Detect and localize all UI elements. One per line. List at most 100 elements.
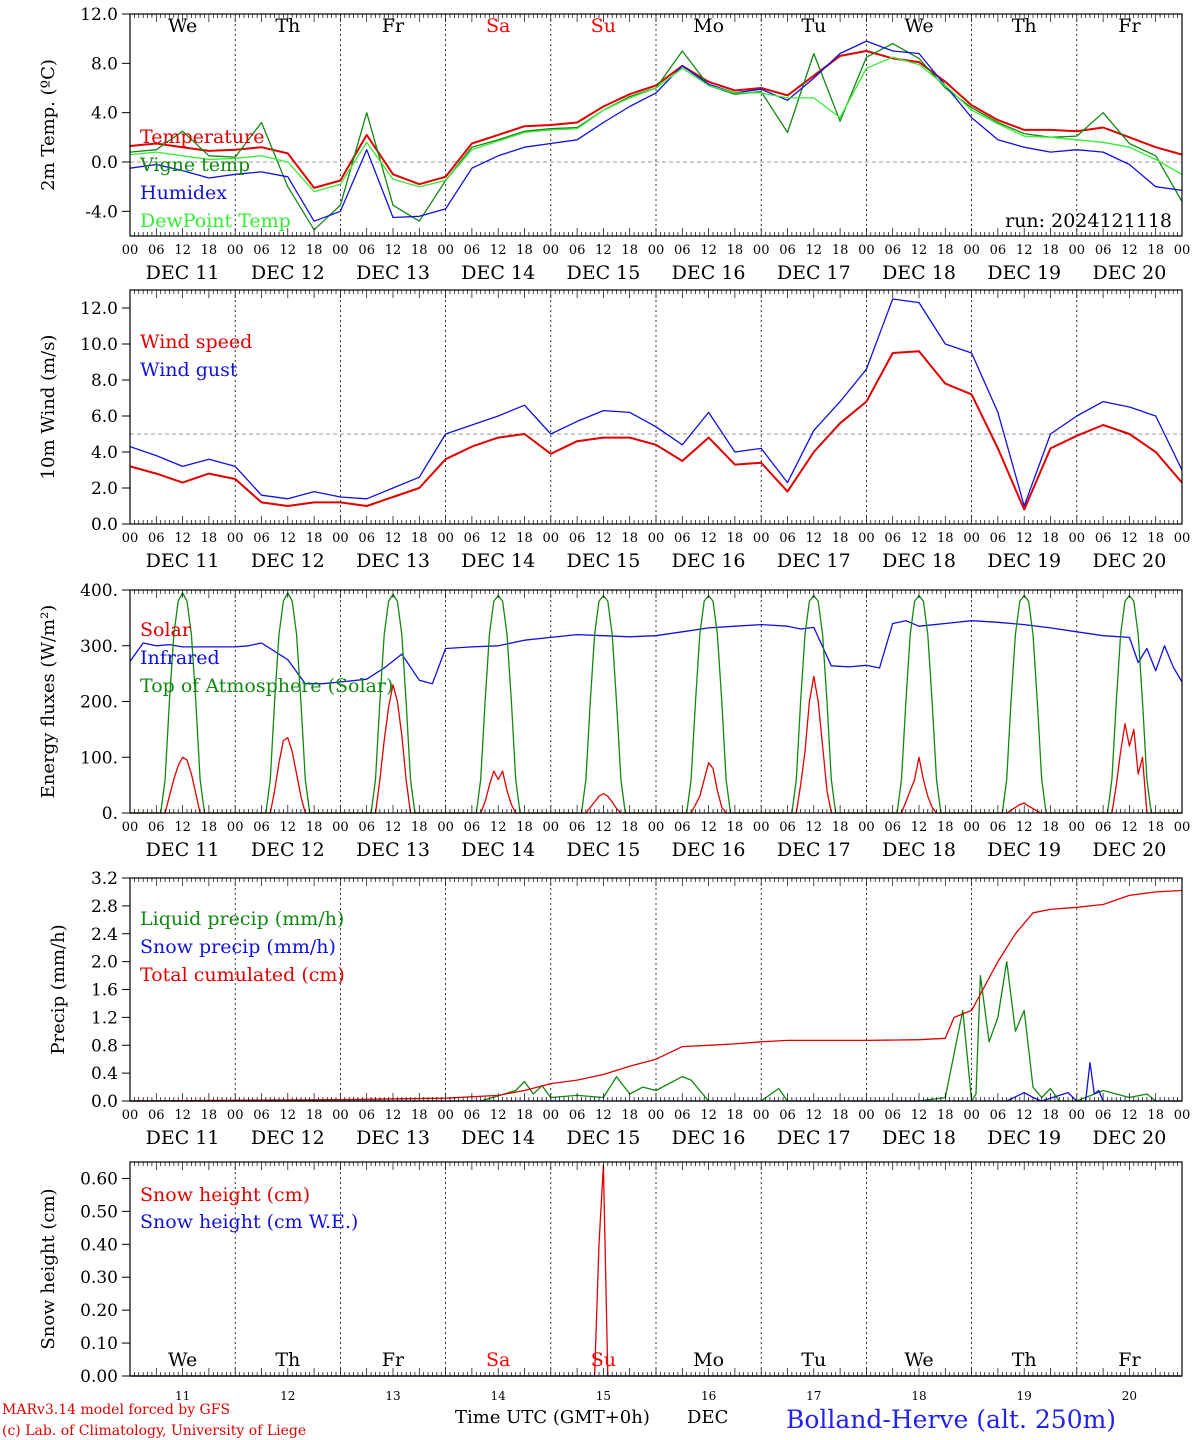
hour-tick-label: 00 xyxy=(227,243,244,258)
hour-tick-label: 06 xyxy=(990,243,1007,258)
panel-1: -4.0 0.0 4.0 8.0 12.0 2m Temp. (ºC) Temperatur… xyxy=(38,5,1190,284)
station-label: Bolland-Herve (alt. 250m) xyxy=(786,1405,1116,1434)
hour-tick-label: 18 xyxy=(832,1108,849,1123)
day-number-label: 12 xyxy=(280,1389,295,1403)
series-line-total-cumulated-cm- xyxy=(129,889,1183,1102)
hour-tick-label: 00 xyxy=(122,243,139,258)
day-date-label: DEC 12 xyxy=(251,839,325,861)
month-label: DEC xyxy=(687,1407,728,1428)
hour-tick-label: 18 xyxy=(937,531,954,546)
day-number-label: 15 xyxy=(596,1389,611,1403)
hour-tick-label: 06 xyxy=(148,243,165,258)
hour-tick-label: 12 xyxy=(174,820,191,835)
hour-tick-label: 00 xyxy=(1069,531,1086,546)
time-axis-label: Time UTC (GMT+0h) xyxy=(455,1407,650,1428)
day-date-label: DEC 16 xyxy=(672,550,746,572)
day-date-label: DEC 14 xyxy=(461,262,535,284)
legend-entry: Vigne temp xyxy=(139,154,250,176)
day-number-label: 17 xyxy=(806,1389,821,1403)
hour-tick-label: 06 xyxy=(674,531,691,546)
hour-tick-label: 12 xyxy=(806,1108,823,1123)
y-tick-label: 400. xyxy=(80,581,118,601)
day-date-label: DEC 11 xyxy=(146,262,220,284)
hour-tick-label: 06 xyxy=(253,243,270,258)
hour-tick-label: 00 xyxy=(753,531,770,546)
series-line-wind-gust xyxy=(129,298,1183,507)
day-date-label: DEC 19 xyxy=(987,839,1061,861)
day-number-label: 14 xyxy=(491,1389,507,1403)
hour-tick-label: 06 xyxy=(1095,1108,1112,1123)
day-date-label: DEC 17 xyxy=(777,1127,851,1149)
hour-tick-label: 18 xyxy=(1147,243,1164,258)
day-date-label: DEC 16 xyxy=(672,1127,746,1149)
day-date-label: DEC 15 xyxy=(566,839,640,861)
hour-tick-label: 00 xyxy=(332,243,349,258)
weekday-label: Sa xyxy=(486,15,510,37)
day-date-label: DEC 13 xyxy=(356,839,430,861)
hour-tick-label: 12 xyxy=(490,820,507,835)
hour-tick-label: 00 xyxy=(963,820,980,835)
hour-tick-label: 00 xyxy=(963,531,980,546)
hour-tick-label: 12 xyxy=(490,1108,507,1123)
day-date-label: DEC 15 xyxy=(566,1127,640,1149)
weekday-label: We xyxy=(904,1349,933,1371)
hour-tick-label: 00 xyxy=(1069,820,1086,835)
y-tick-label: 0.10 xyxy=(80,1334,118,1354)
day-date-label: DEC 13 xyxy=(356,1127,430,1149)
hour-tick-label: 00 xyxy=(543,820,560,835)
y-tick-label: 0.50 xyxy=(80,1202,118,1222)
hour-tick-label: 00 xyxy=(1174,531,1191,546)
legend-entry: Temperature xyxy=(140,126,264,148)
weekday-label: Th xyxy=(275,1349,300,1371)
hour-tick-label: 00 xyxy=(858,820,875,835)
hour-tick-label: 12 xyxy=(911,820,928,835)
series-line-wind-speed xyxy=(129,350,1183,511)
weekday-label: We xyxy=(904,15,933,37)
hour-tick-label: 12 xyxy=(280,1108,297,1123)
hour-tick-label: 18 xyxy=(727,531,744,546)
weekday-label: Mo xyxy=(693,15,724,37)
hour-tick-label: 06 xyxy=(674,243,691,258)
hour-tick-label: 00 xyxy=(437,1108,454,1123)
y-tick-label: 8.0 xyxy=(91,54,118,74)
hour-tick-label: 12 xyxy=(385,531,402,546)
hour-tick-label: 12 xyxy=(806,820,823,835)
hour-tick-label: 12 xyxy=(1121,243,1138,258)
day-date-label: DEC 11 xyxy=(146,839,220,861)
hour-tick-label: 06 xyxy=(1095,820,1112,835)
hour-tick-label: 12 xyxy=(700,243,717,258)
y-tick-label: 0.60 xyxy=(80,1169,118,1189)
day-date-label: DEC 12 xyxy=(251,550,325,572)
day-date-label: DEC 17 xyxy=(777,262,851,284)
day-date-label: DEC 16 xyxy=(672,839,746,861)
hour-tick-label: 12 xyxy=(911,243,928,258)
day-number-label: 11 xyxy=(175,1389,190,1403)
hour-tick-label: 00 xyxy=(122,531,139,546)
hour-tick-label: 00 xyxy=(227,531,244,546)
day-date-label: DEC 18 xyxy=(882,839,956,861)
hour-tick-label: 00 xyxy=(543,1108,560,1123)
panel-3: 0. 100. 200. 300. 400. Energy fluxes (W/m²) So… xyxy=(38,581,1190,861)
weekday-label: Th xyxy=(1012,1349,1037,1371)
day-number-label: 18 xyxy=(911,1389,926,1403)
hour-tick-label: 18 xyxy=(1147,1108,1164,1123)
day-date-label: DEC 14 xyxy=(461,550,535,572)
hour-tick-label: 12 xyxy=(595,820,612,835)
day-date-label: DEC 20 xyxy=(1092,839,1166,861)
hour-tick-label: 06 xyxy=(148,531,165,546)
y-tick-label: 0.40 xyxy=(80,1235,118,1255)
hour-tick-label: 06 xyxy=(674,1108,691,1123)
legend-entry: Liquid precip (mm/h) xyxy=(140,908,344,930)
hour-tick-label: 00 xyxy=(858,243,875,258)
hour-tick-label: 18 xyxy=(1042,820,1059,835)
day-number-label: 13 xyxy=(385,1389,400,1403)
hour-tick-label: 06 xyxy=(464,531,481,546)
panel-4: 0.0 0.4 0.8 1.2 1.6 2.0 2.4 2.8 3.2 Precip (mm/h)… xyxy=(48,869,1190,1149)
day-date-label: DEC 15 xyxy=(566,262,640,284)
hour-tick-label: 06 xyxy=(253,531,270,546)
day-date-label: DEC 11 xyxy=(146,1127,220,1149)
y-tick-label: 12.0 xyxy=(80,299,118,319)
hour-tick-label: 12 xyxy=(490,531,507,546)
hour-tick-label: 00 xyxy=(648,243,665,258)
day-date-label: DEC 20 xyxy=(1092,262,1166,284)
